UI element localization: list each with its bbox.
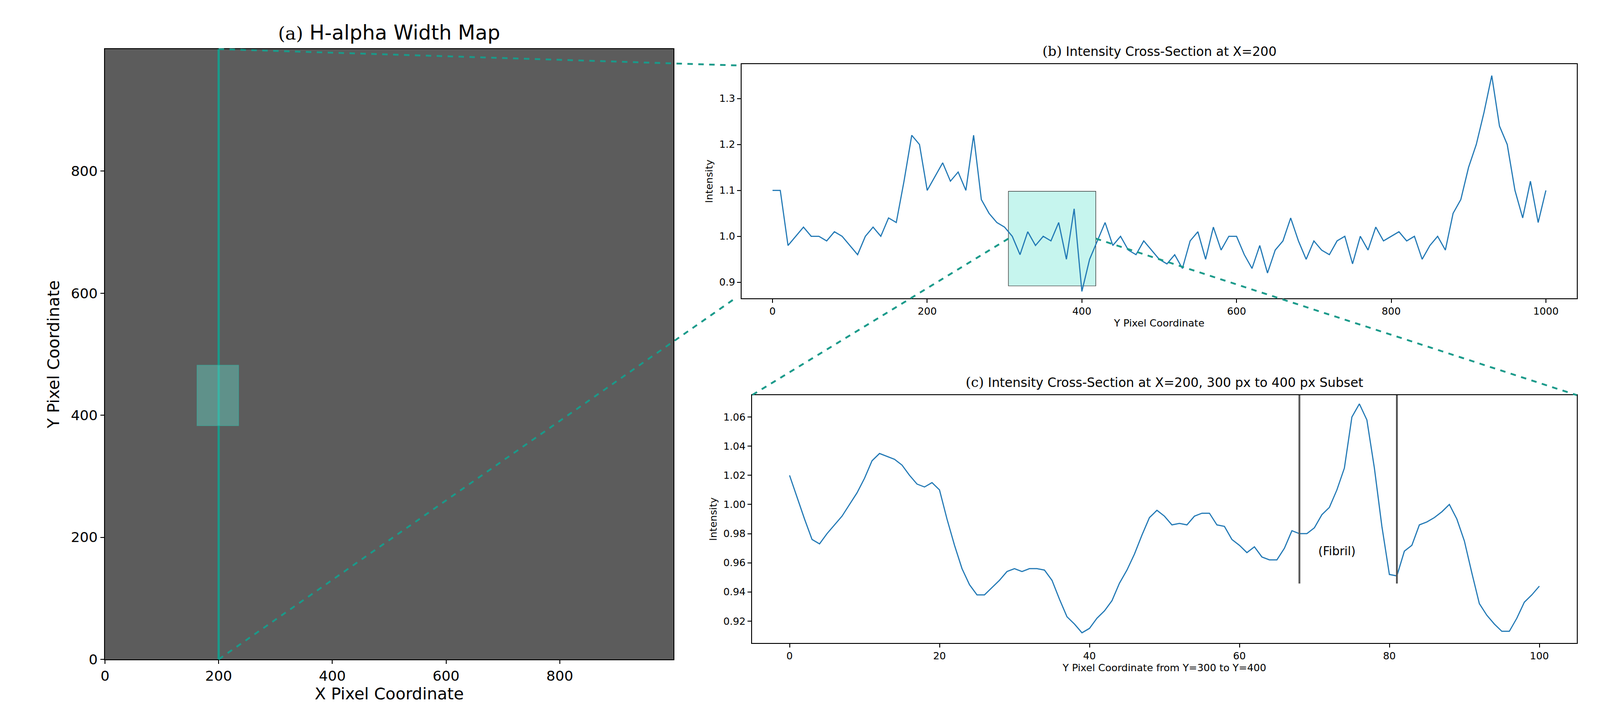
svg-text:0.96: 0.96 (723, 556, 746, 569)
svg-text:X Pixel Coordinate: X Pixel Coordinate (314, 683, 464, 703)
svg-text:80: 80 (1383, 649, 1396, 662)
svg-text:200: 200 (917, 305, 937, 317)
svg-text:800: 800 (546, 667, 574, 684)
svg-text:400: 400 (70, 406, 98, 424)
svg-text:1.2: 1.2 (719, 138, 736, 150)
svg-text:Intensity: Intensity (703, 159, 715, 204)
svg-text:0.9: 0.9 (719, 276, 736, 288)
svg-text:800: 800 (70, 162, 98, 180)
svg-text:400: 400 (319, 667, 346, 684)
svg-text:0: 0 (769, 305, 776, 317)
svg-text:1.06: 1.06 (723, 411, 746, 423)
svg-text:1.0: 1.0 (719, 230, 736, 242)
svg-text:800: 800 (1381, 305, 1401, 317)
svg-text:Intensity: Intensity (707, 497, 719, 541)
svg-text:(a) H-alpha Width Map: (a) H-alpha Width Map (278, 20, 501, 45)
svg-text:(b) Intensity Cross-Section at: (b) Intensity Cross-Section at X=200 (1042, 43, 1277, 60)
svg-text:0: 0 (786, 649, 793, 662)
svg-text:600: 600 (70, 284, 98, 302)
svg-text:400: 400 (1072, 305, 1092, 317)
svg-text:(Fibril): (Fibril) (1318, 543, 1356, 558)
svg-text:200: 200 (70, 528, 98, 545)
svg-text:1000: 1000 (1533, 305, 1559, 317)
svg-text:(c) Intensity Cross-Section at: (c) Intensity Cross-Section at X=200, 30… (965, 373, 1364, 390)
svg-text:600: 600 (1226, 305, 1247, 317)
svg-text:1.00: 1.00 (723, 498, 746, 510)
svg-text:Y Pixel Coordinate: Y Pixel Coordinate (1113, 317, 1205, 329)
svg-text:1.02: 1.02 (723, 469, 746, 481)
svg-text:Y Pixel Coordinate: Y Pixel Coordinate (44, 279, 63, 429)
svg-text:20: 20 (933, 649, 947, 662)
svg-text:60: 60 (1233, 649, 1247, 662)
svg-text:1.1: 1.1 (719, 184, 736, 196)
svg-text:0: 0 (88, 650, 98, 668)
svg-text:0.92: 0.92 (723, 615, 746, 627)
svg-text:0.98: 0.98 (723, 527, 746, 539)
svg-text:0.94: 0.94 (723, 585, 746, 598)
svg-text:1.3: 1.3 (719, 92, 736, 105)
svg-text:0: 0 (100, 667, 110, 684)
svg-text:Y Pixel Coordinate from Y=300: Y Pixel Coordinate from Y=300 to Y=400 (1062, 661, 1267, 673)
svg-text:600: 600 (432, 667, 460, 684)
svg-text:200: 200 (205, 667, 233, 684)
svg-text:1.04: 1.04 (723, 440, 746, 452)
svg-text:100: 100 (1530, 649, 1550, 662)
svg-text:40: 40 (1083, 649, 1097, 662)
